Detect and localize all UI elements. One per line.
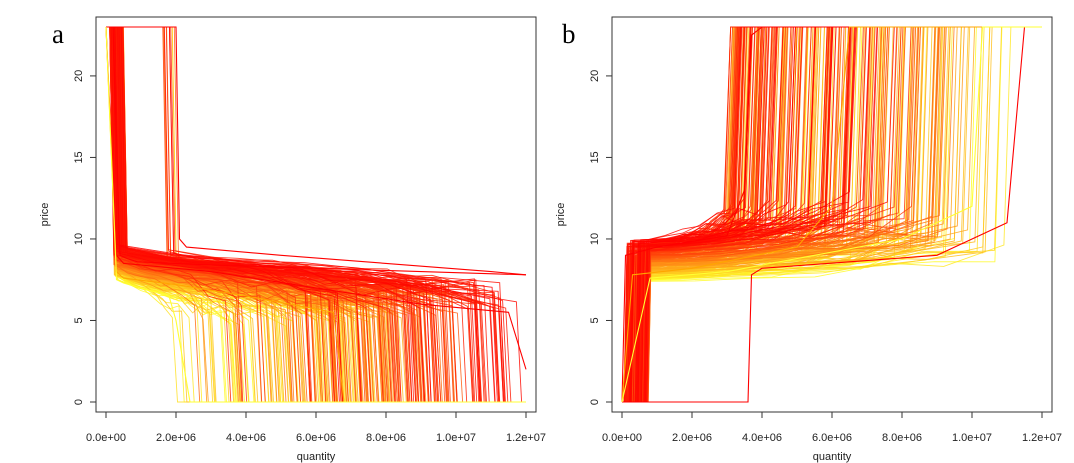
x-tick-label: 4.0e+06 [742, 432, 782, 444]
y-axis-title-b: price [555, 203, 567, 227]
series-line [622, 26, 1000, 403]
x-tick-label: 8.0e+06 [882, 432, 922, 444]
series-line [622, 26, 861, 403]
series-line [622, 26, 923, 403]
x-axis-title-a: quantity [297, 451, 336, 463]
series-group-b [621, 26, 1042, 403]
series-line [106, 26, 526, 403]
y-tick-label: 5 [73, 317, 85, 323]
x-axis-a: 0.0e+00 2.0e+06 4.0e+06 6.0e+06 8.0e+06 1.0e+… [86, 412, 546, 444]
panel-b-letter: b [562, 19, 576, 49]
x-tick-label: 1.0e+07 [436, 432, 476, 444]
y-tick-label: 15 [589, 151, 601, 163]
series-line [106, 26, 526, 403]
series-line [106, 26, 526, 403]
x-axis-title-b: quantity [813, 451, 852, 463]
y-tick-label: 20 [589, 70, 601, 82]
series-group-a [105, 26, 527, 403]
x-tick-label: 0.0e+00 [602, 432, 642, 444]
series-line [621, 26, 1042, 403]
y-axis-title-a: price [39, 203, 51, 227]
series-line [622, 26, 882, 403]
series-line [621, 26, 1042, 403]
panel-a: a 0.0e+00 2.0e+06 4.0e+06 6.0e+06 8.0e+06 1.0… [39, 16, 546, 463]
series-line [622, 26, 894, 403]
series-line [622, 26, 879, 403]
x-tick-label: 2.0e+06 [156, 432, 196, 444]
series-line [622, 26, 810, 403]
x-tick-label: 8.0e+06 [366, 432, 406, 444]
x-tick-label: 6.0e+06 [812, 432, 852, 444]
series-line [105, 26, 526, 403]
x-tick-label: 0.0e+00 [86, 432, 126, 444]
series-line [106, 26, 526, 403]
y-tick-label: 15 [73, 151, 85, 163]
y-axis-a: 0 5 10 15 20 [73, 70, 96, 405]
series-line [622, 26, 790, 403]
series-line [622, 26, 902, 403]
y-tick-label: 20 [73, 70, 85, 82]
series-line [106, 26, 526, 403]
y-tick-label: 10 [73, 233, 85, 245]
series-line [622, 26, 848, 403]
x-axis-b: 0.0e+00 2.0e+06 4.0e+06 6.0e+06 8.0e+06 1.0e+… [602, 412, 1062, 444]
series-line [106, 26, 526, 403]
series-line [622, 26, 787, 403]
x-tick-label: 6.0e+06 [296, 432, 336, 444]
x-tick-label: 4.0e+06 [226, 432, 266, 444]
panel-a-letter: a [52, 19, 64, 49]
series-line [622, 26, 798, 403]
series-line [105, 26, 527, 370]
series-line [106, 26, 527, 276]
series-line [622, 26, 1026, 403]
series-line [106, 26, 527, 276]
y-tick-label: 0 [73, 399, 85, 405]
series-line [105, 26, 526, 403]
x-tick-label: 1.0e+07 [952, 432, 992, 444]
y-axis-b: 0 5 10 15 20 [589, 70, 612, 405]
y-tick-label: 0 [589, 399, 601, 405]
x-tick-label: 1.2e+07 [1022, 432, 1062, 444]
x-tick-label: 1.2e+07 [506, 432, 546, 444]
x-tick-label: 2.0e+06 [672, 432, 712, 444]
panel-b: b 0.0e+00 2.0e+06 4.0e+06 6.0e+06 8.0e+06 1.0… [555, 16, 1062, 463]
series-line [622, 26, 901, 403]
series-line [106, 26, 526, 403]
series-line [106, 26, 526, 403]
series-line [621, 26, 1042, 403]
y-tick-label: 5 [589, 317, 601, 323]
series-line [106, 26, 526, 403]
series-line [622, 26, 897, 403]
y-tick-label: 10 [589, 233, 601, 245]
